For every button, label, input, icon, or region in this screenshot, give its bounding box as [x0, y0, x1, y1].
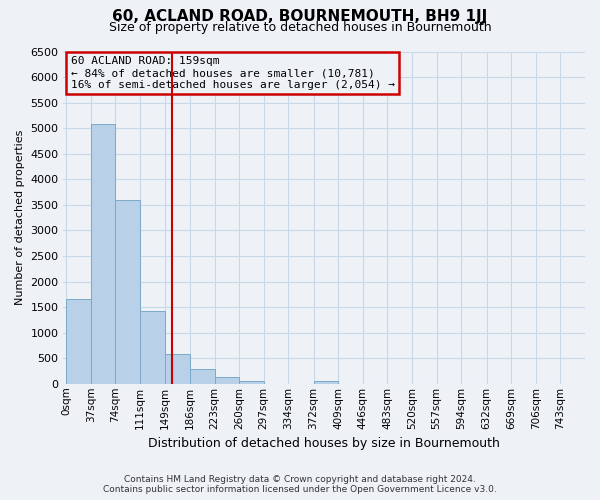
Bar — [66, 300, 91, 384]
Y-axis label: Number of detached properties: Number of detached properties — [15, 130, 25, 306]
Bar — [115, 200, 140, 384]
Text: 60 ACLAND ROAD: 159sqm
← 84% of detached houses are smaller (10,781)
16% of semi: 60 ACLAND ROAD: 159sqm ← 84% of detached… — [71, 56, 395, 90]
Bar — [314, 381, 338, 384]
Text: Contains HM Land Registry data © Crown copyright and database right 2024.
Contai: Contains HM Land Registry data © Crown c… — [103, 474, 497, 494]
Bar — [215, 376, 239, 384]
Bar — [190, 369, 215, 384]
Bar — [91, 124, 115, 384]
X-axis label: Distribution of detached houses by size in Bournemouth: Distribution of detached houses by size … — [148, 437, 500, 450]
Bar — [165, 354, 190, 384]
Text: Size of property relative to detached houses in Bournemouth: Size of property relative to detached ho… — [109, 21, 491, 34]
Bar — [239, 381, 264, 384]
Text: 60, ACLAND ROAD, BOURNEMOUTH, BH9 1JJ: 60, ACLAND ROAD, BOURNEMOUTH, BH9 1JJ — [112, 9, 488, 24]
Bar — [140, 310, 164, 384]
